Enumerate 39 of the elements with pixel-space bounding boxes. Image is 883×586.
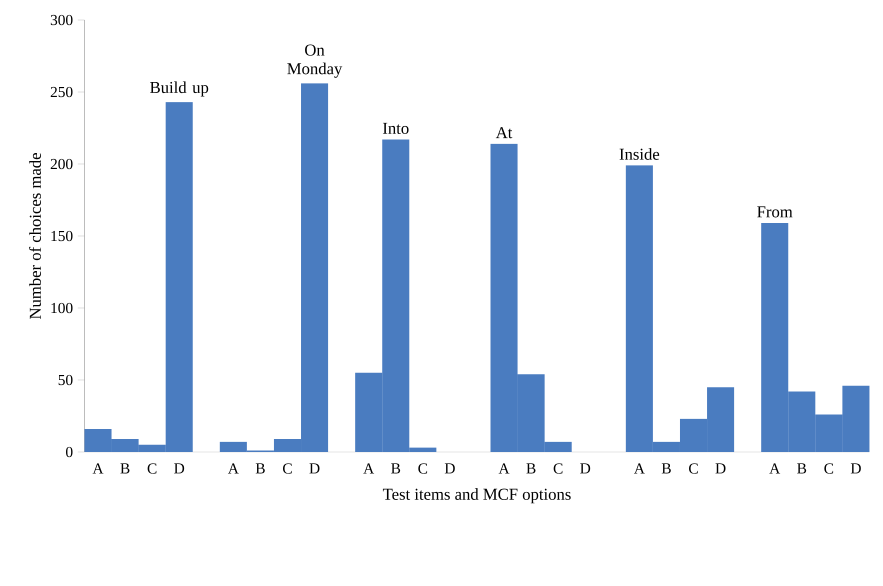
x-tick-label: A bbox=[228, 463, 239, 474]
x-tick-label: B bbox=[120, 463, 130, 474]
x-tick-label: B bbox=[797, 463, 806, 474]
x-tick-label: D bbox=[850, 463, 861, 474]
y-tick-label: 50 bbox=[58, 374, 73, 386]
x-tick-label: C bbox=[554, 463, 562, 474]
x-tick-label: A bbox=[634, 463, 645, 474]
y-tick-label: 200 bbox=[50, 158, 73, 170]
annotation: At bbox=[496, 127, 512, 138]
x-tick-label: A bbox=[498, 463, 510, 474]
x-tick-label: D bbox=[309, 463, 320, 474]
x-axis-title: Test items and MCF options bbox=[382, 488, 571, 504]
annotation: On Monday bbox=[287, 44, 342, 78]
x-tick-label: D bbox=[580, 463, 590, 474]
x-tick-label: B bbox=[256, 463, 265, 474]
annotation: Into bbox=[382, 122, 409, 134]
x-tick-label: A bbox=[769, 463, 780, 474]
y-tick-label: 0 bbox=[66, 446, 73, 458]
x-tick-label: A bbox=[92, 463, 104, 474]
x-tick-label: D bbox=[174, 463, 184, 474]
x-tick-label: C bbox=[148, 463, 156, 474]
x-tick-label: B bbox=[526, 463, 536, 474]
x-tick-label: A bbox=[363, 463, 374, 474]
x-tick-label: D bbox=[715, 463, 726, 474]
x-tick-label: C bbox=[418, 463, 428, 474]
x-tick-label: B bbox=[391, 463, 400, 474]
x-tick-label: C bbox=[689, 463, 698, 474]
y-tick-label: 100 bbox=[51, 302, 73, 314]
y-tick-label: 300 bbox=[50, 14, 73, 26]
x-tick-label: B bbox=[662, 463, 671, 474]
y-axis-title: Number of choices made bbox=[29, 153, 41, 320]
annotation: Build up bbox=[150, 81, 208, 96]
annotation: Inside bbox=[620, 148, 660, 160]
x-tick-label: D bbox=[444, 463, 455, 474]
x-tick-label: C bbox=[283, 463, 292, 474]
x-tick-label: C bbox=[824, 463, 834, 474]
annotation: From bbox=[757, 206, 792, 218]
y-tick-label: 250 bbox=[50, 86, 73, 98]
y-tick-label: 150 bbox=[51, 230, 73, 242]
